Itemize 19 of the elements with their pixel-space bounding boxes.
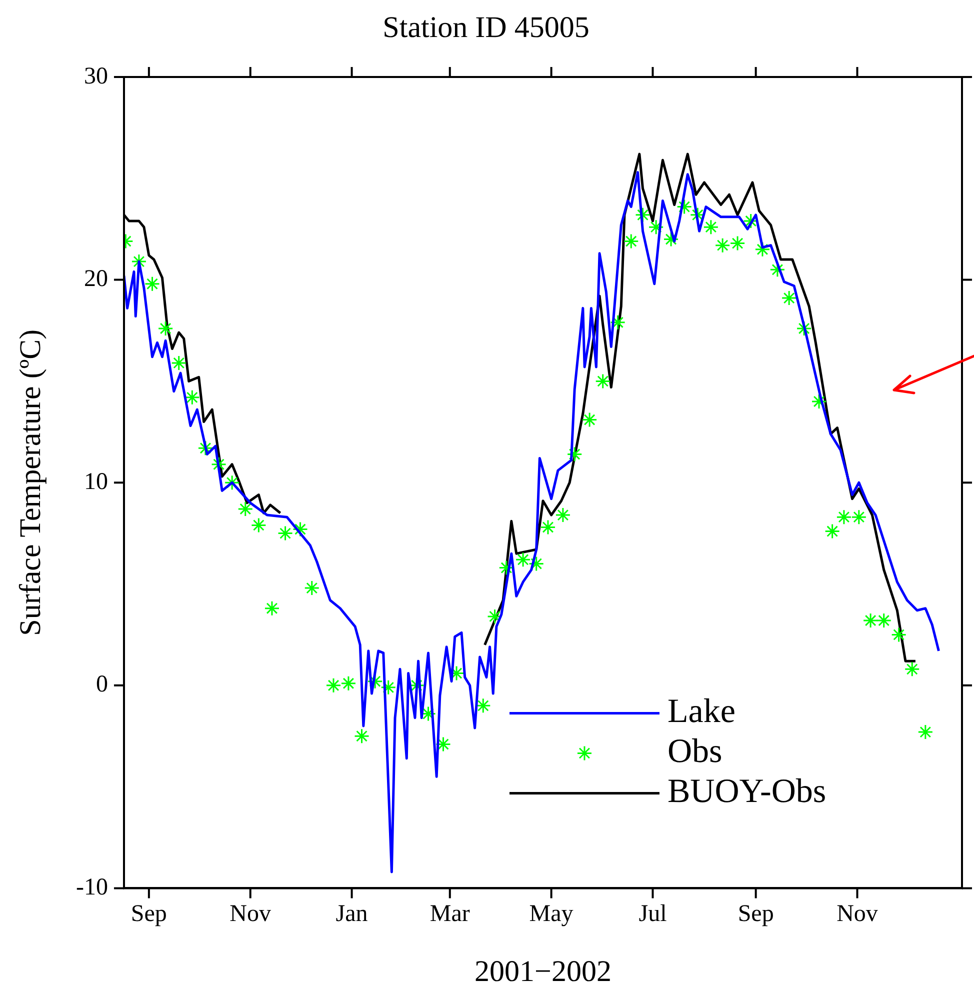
x-axis-title: 2001−2002 xyxy=(474,954,612,988)
legend-label: BUOY-Obs xyxy=(667,773,826,810)
x-tick-label: Mar xyxy=(430,900,470,927)
x-tick-label: Nov xyxy=(230,900,272,927)
x-tick-label: Jan xyxy=(336,900,368,927)
y-tick-label: 20 xyxy=(84,266,108,292)
y-tick-label: 0 xyxy=(96,672,108,698)
x-tick-label: May xyxy=(529,900,574,927)
x-tick-label: Sep xyxy=(130,900,167,927)
y-tick-label: 10 xyxy=(84,468,108,495)
y-axis-title: Surface Temperature (ºC) xyxy=(14,329,47,636)
chart-title: Station ID 45005 xyxy=(382,10,590,44)
y-tick-label: -10 xyxy=(76,874,108,900)
x-tick-label: Jul xyxy=(638,900,668,927)
legend-label: Obs xyxy=(667,733,722,770)
legend-label: Lake xyxy=(667,693,736,730)
x-tick-label: Sep xyxy=(738,900,774,927)
y-tick-label: 30 xyxy=(84,63,108,90)
x-tick-label: Nov xyxy=(836,900,878,927)
